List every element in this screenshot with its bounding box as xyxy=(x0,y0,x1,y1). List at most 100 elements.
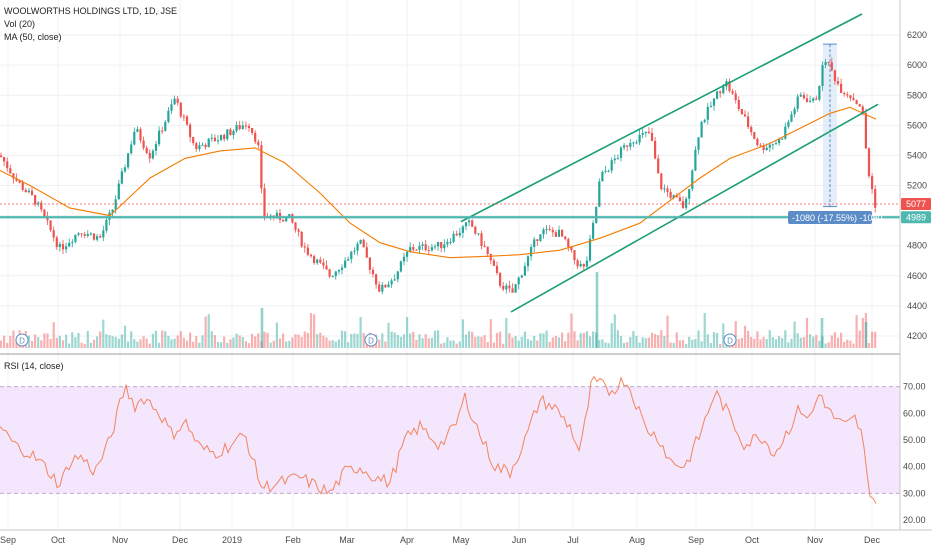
volume-bar xyxy=(418,334,421,348)
rsi-tick-label: 30.00 xyxy=(903,488,926,498)
volume-bar xyxy=(716,333,719,348)
candle xyxy=(629,138,632,151)
candle xyxy=(350,250,353,264)
volume-bar xyxy=(421,338,424,348)
volume-bar xyxy=(750,336,753,348)
dividend-marker[interactable]: D xyxy=(723,333,737,347)
volume-bar xyxy=(533,335,536,348)
volume-bar xyxy=(164,331,167,348)
volume-bar xyxy=(709,342,712,348)
candle xyxy=(148,149,151,163)
candle xyxy=(812,97,815,103)
candle xyxy=(399,260,402,273)
volume-bar xyxy=(719,343,722,348)
volume-bar xyxy=(189,332,192,348)
volume-bar xyxy=(632,330,635,348)
candle xyxy=(592,220,595,240)
volume-bar xyxy=(257,333,260,348)
volume-bar xyxy=(306,332,309,348)
volume-bar xyxy=(440,343,443,348)
volume-bar xyxy=(616,330,619,348)
volume-bar xyxy=(263,331,266,348)
candle xyxy=(368,256,371,275)
volume-bar xyxy=(322,335,325,348)
volume-bar xyxy=(344,331,347,348)
volume-bar xyxy=(6,342,9,348)
candle xyxy=(756,137,759,147)
candle xyxy=(641,128,644,139)
candle xyxy=(247,123,251,133)
candle xyxy=(80,233,83,238)
candle xyxy=(747,111,750,130)
price-tick-label: 4600 xyxy=(907,271,927,281)
candle xyxy=(313,254,316,265)
candle xyxy=(297,228,300,237)
candle xyxy=(536,239,539,246)
rsi-title[interactable]: RSI (14, close) xyxy=(4,361,64,371)
candle xyxy=(170,99,173,114)
candle xyxy=(740,108,743,115)
volume-bar xyxy=(688,336,691,348)
volume-bar xyxy=(511,337,514,348)
candle xyxy=(322,258,325,270)
candle xyxy=(805,93,809,103)
rsi-legend: RSI (14, close) xyxy=(4,361,64,371)
channel-lower-line[interactable] xyxy=(510,103,879,313)
channel-upper-line[interactable] xyxy=(460,13,863,223)
candle xyxy=(278,209,282,224)
candle xyxy=(585,256,588,269)
volume-bar xyxy=(272,340,275,348)
candle xyxy=(818,85,821,102)
volume-bar xyxy=(737,339,740,348)
rsi-axis[interactable]: 20.00 30.00 40.00 50.00 60.00 70.00 xyxy=(903,382,926,525)
volume-bar xyxy=(105,334,108,348)
candle xyxy=(244,121,247,130)
time-tick-label: Apr xyxy=(400,535,414,545)
volume-bar xyxy=(458,341,461,348)
dividend-marker[interactable]: D xyxy=(364,333,378,347)
time-axis[interactable]: Sep Oct Nov Dec 2019 Feb Mar Apr May Jun Jul Aug Sep… xyxy=(0,535,880,545)
dividend-marker[interactable]: D xyxy=(15,333,29,347)
volume-bar xyxy=(852,343,855,348)
volume-bar xyxy=(644,338,647,348)
candle xyxy=(207,137,210,148)
candle xyxy=(836,76,840,87)
volume-bar xyxy=(114,336,117,348)
volume-bar xyxy=(499,331,502,348)
svg-text:D: D xyxy=(368,337,374,346)
candle xyxy=(700,120,703,138)
volume-bar xyxy=(815,334,818,348)
volume-bar xyxy=(381,333,384,348)
volume-bar xyxy=(765,339,768,348)
volume-bar xyxy=(430,337,433,348)
volume-bar xyxy=(27,335,30,348)
candle xyxy=(340,264,344,275)
legend-ma[interactable]: MA (50, close) xyxy=(4,32,62,42)
volume-bar xyxy=(34,334,37,348)
volume-bar xyxy=(142,336,145,348)
volume-bar xyxy=(861,317,864,348)
volume-bar xyxy=(517,340,520,348)
candle xyxy=(551,227,554,237)
candle xyxy=(77,232,80,237)
candle xyxy=(790,111,793,123)
rsi-band xyxy=(0,386,900,494)
legend-volume[interactable]: Vol (20) xyxy=(4,19,35,29)
volume-bar xyxy=(232,337,235,348)
volume-bar xyxy=(390,331,393,348)
volume-bar xyxy=(793,321,796,348)
candle xyxy=(604,165,607,174)
volume-bar xyxy=(334,341,337,348)
volume-bar xyxy=(40,340,43,348)
volume-bar xyxy=(812,336,815,348)
volume-bar xyxy=(771,337,774,348)
volume-bar xyxy=(49,338,52,348)
volume-bar xyxy=(666,315,669,348)
candle xyxy=(449,237,452,245)
candle xyxy=(347,256,350,261)
volume-bar xyxy=(282,333,285,348)
price-axis[interactable]: 4200440046004800500052005400560058006000… xyxy=(907,30,927,341)
volume-bar xyxy=(220,342,223,348)
candle xyxy=(375,273,378,289)
candle xyxy=(694,146,697,172)
